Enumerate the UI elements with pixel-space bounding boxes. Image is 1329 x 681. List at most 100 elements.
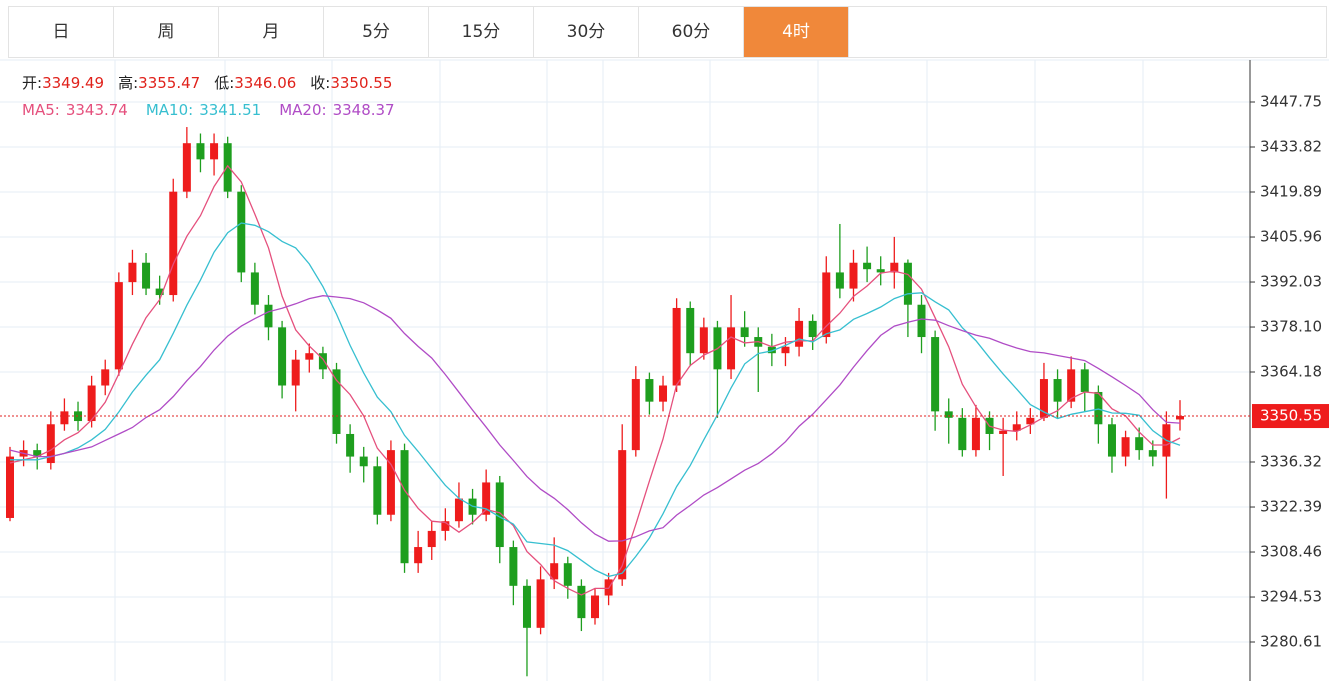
candle-body	[645, 379, 654, 402]
candle-body	[808, 320, 817, 338]
y-tick-label: 3294.53	[1260, 588, 1322, 606]
candle-body	[441, 521, 450, 531]
candle-body	[522, 585, 531, 628]
candle-body	[509, 547, 518, 586]
candle-body	[631, 379, 640, 451]
candle-body	[931, 337, 940, 412]
candle-body	[618, 450, 627, 580]
candle-body	[917, 304, 926, 338]
candle-body	[87, 385, 96, 422]
candle-body	[563, 563, 572, 586]
candle-body	[999, 430, 1008, 434]
y-tick-label: 3322.39	[1260, 498, 1322, 516]
candle-body	[33, 450, 42, 457]
y-tick-label: 3419.89	[1260, 183, 1322, 201]
period-tab[interactable]: 30分	[534, 7, 639, 57]
candle-body	[577, 585, 586, 619]
candle-body	[1039, 379, 1048, 418]
candle-body	[237, 191, 246, 273]
candle-body	[672, 307, 681, 386]
legend-value: 3341.51	[199, 101, 261, 119]
ma-line	[9, 295, 1181, 542]
period-tab[interactable]: 4时	[744, 7, 849, 57]
ohlc-info: 开:3349.49 高:3355.47 低:3346.06 收:3350.55	[22, 74, 392, 92]
candle-body	[659, 385, 668, 402]
candle-body	[291, 359, 300, 386]
candle-body	[359, 456, 368, 467]
candle-body	[1053, 379, 1062, 402]
candle-body	[835, 272, 844, 289]
y-tick-label: 3405.96	[1260, 228, 1322, 246]
candle-body	[386, 450, 395, 515]
candle-body	[196, 143, 205, 160]
candle-body	[427, 530, 436, 548]
candle-body	[795, 320, 804, 347]
y-tick-label: 3280.61	[1260, 633, 1322, 651]
info-value: 3346.06	[234, 74, 296, 92]
candle-body	[182, 143, 191, 192]
candle-body	[971, 417, 980, 451]
candle-body	[890, 262, 899, 273]
candle-body	[223, 143, 232, 192]
candle-body	[6, 456, 14, 518]
candle-body	[60, 411, 69, 425]
y-tick-label: 3433.82	[1260, 138, 1322, 156]
candle-body	[822, 272, 831, 338]
info-value: 3355.47	[138, 74, 200, 92]
y-tick-label: 3308.46	[1260, 543, 1322, 561]
candle-body	[346, 433, 355, 457]
period-tab[interactable]: 日	[9, 7, 114, 57]
candle-body	[781, 346, 790, 354]
info-label: 开:	[22, 74, 42, 92]
candle-body	[903, 262, 912, 305]
legend-name: MA20:	[279, 101, 326, 119]
y-tick-label: 3336.32	[1260, 453, 1322, 471]
candle-body	[727, 327, 736, 370]
candle-body	[536, 579, 545, 628]
candle-body	[128, 262, 137, 283]
period-tab[interactable]: 月	[219, 7, 324, 57]
candle-body	[454, 498, 463, 522]
candle-body	[264, 304, 273, 328]
legend-value: 3348.37	[333, 101, 395, 119]
candle-body	[591, 595, 599, 619]
period-tab[interactable]: 周	[114, 7, 219, 57]
candle-body	[1026, 417, 1035, 425]
y-tick-label: 3392.03	[1260, 273, 1322, 291]
info-value: 3350.55	[330, 74, 392, 92]
period-tab[interactable]: 15分	[429, 7, 534, 57]
info-label: 收:	[310, 74, 330, 92]
candle-body	[699, 327, 708, 354]
candle-body	[46, 424, 55, 464]
candle-body	[74, 411, 83, 422]
period-tab[interactable]: 60分	[639, 7, 744, 57]
y-tick-label: 3364.18	[1260, 363, 1322, 381]
candle-body	[114, 282, 123, 370]
candle-body	[1080, 369, 1089, 392]
last-price-box	[1252, 404, 1329, 429]
candle-body	[210, 143, 219, 160]
candle-body	[686, 307, 695, 354]
candle-body	[318, 353, 327, 370]
candle-body	[740, 327, 749, 338]
candle-body	[155, 288, 164, 296]
y-tick-label: 3378.10	[1260, 318, 1322, 336]
candle-body	[1107, 424, 1116, 457]
candle-body	[305, 353, 314, 360]
info-label: 低:	[214, 74, 234, 92]
candle-body	[482, 482, 491, 515]
candle-body	[1012, 424, 1021, 431]
candle-body	[169, 191, 178, 296]
candle-body	[944, 411, 953, 418]
candle-body	[101, 369, 110, 386]
candle-body	[1094, 391, 1103, 425]
candle-body	[1148, 450, 1157, 457]
legend-name: MA5:	[22, 101, 60, 119]
legend-name: MA10:	[146, 101, 193, 119]
candle-body	[332, 369, 341, 434]
period-tab[interactable]: 5分	[324, 7, 429, 57]
ma-line	[10, 222, 1181, 578]
candle-body	[142, 262, 151, 289]
candle-body	[1121, 437, 1130, 457]
